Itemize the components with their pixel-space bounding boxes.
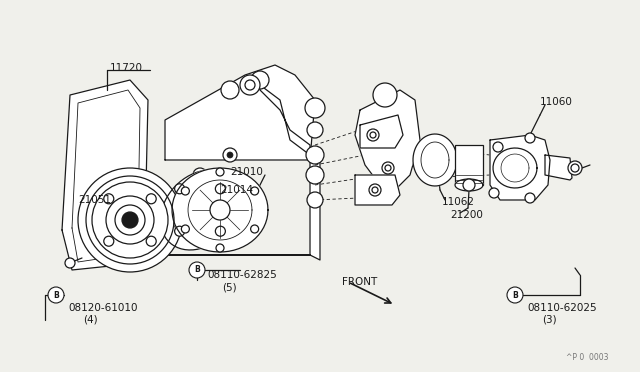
Polygon shape bbox=[493, 148, 537, 188]
Polygon shape bbox=[62, 80, 148, 270]
Circle shape bbox=[106, 196, 154, 244]
Text: 11720: 11720 bbox=[110, 63, 143, 73]
Circle shape bbox=[182, 232, 188, 238]
Circle shape bbox=[197, 172, 203, 178]
Polygon shape bbox=[355, 175, 400, 205]
Polygon shape bbox=[161, 170, 239, 250]
Circle shape bbox=[217, 222, 223, 228]
Circle shape bbox=[463, 179, 475, 191]
Circle shape bbox=[251, 71, 269, 89]
Polygon shape bbox=[545, 155, 572, 180]
Polygon shape bbox=[360, 115, 403, 148]
Circle shape bbox=[216, 244, 224, 252]
Circle shape bbox=[216, 184, 225, 194]
Circle shape bbox=[489, 188, 499, 198]
Circle shape bbox=[210, 200, 230, 220]
Circle shape bbox=[493, 142, 503, 152]
Text: 08120-61010: 08120-61010 bbox=[68, 303, 138, 313]
Circle shape bbox=[104, 236, 114, 246]
Circle shape bbox=[373, 83, 397, 107]
Text: 11062: 11062 bbox=[442, 197, 475, 207]
Circle shape bbox=[181, 225, 189, 233]
Circle shape bbox=[216, 168, 224, 176]
Text: B: B bbox=[194, 266, 200, 275]
Circle shape bbox=[78, 168, 182, 272]
Polygon shape bbox=[165, 85, 320, 260]
Circle shape bbox=[251, 225, 259, 233]
Circle shape bbox=[178, 228, 192, 242]
Polygon shape bbox=[455, 179, 483, 191]
Circle shape bbox=[183, 198, 197, 212]
Text: 21010: 21010 bbox=[230, 167, 263, 177]
Circle shape bbox=[367, 129, 379, 141]
Circle shape bbox=[175, 226, 184, 236]
Circle shape bbox=[189, 262, 205, 278]
Circle shape bbox=[187, 202, 193, 208]
Text: 21051: 21051 bbox=[78, 195, 111, 205]
Circle shape bbox=[216, 226, 225, 236]
Circle shape bbox=[251, 187, 259, 195]
Polygon shape bbox=[355, 90, 420, 190]
Circle shape bbox=[507, 287, 523, 303]
Circle shape bbox=[122, 212, 138, 228]
Circle shape bbox=[175, 184, 184, 194]
Circle shape bbox=[181, 187, 189, 195]
Text: 08110-62825: 08110-62825 bbox=[207, 270, 276, 280]
Circle shape bbox=[65, 258, 75, 268]
Text: ^P 0  0003: ^P 0 0003 bbox=[566, 353, 608, 362]
Circle shape bbox=[240, 75, 260, 95]
Circle shape bbox=[92, 182, 168, 258]
Bar bbox=[455, 145, 483, 185]
Text: 21200: 21200 bbox=[450, 210, 483, 220]
Text: B: B bbox=[512, 291, 518, 299]
Text: 11060: 11060 bbox=[540, 97, 573, 107]
Polygon shape bbox=[172, 168, 268, 252]
Circle shape bbox=[382, 162, 394, 174]
Circle shape bbox=[223, 148, 237, 162]
Circle shape bbox=[193, 168, 207, 182]
Polygon shape bbox=[165, 65, 315, 160]
Circle shape bbox=[227, 152, 233, 158]
Circle shape bbox=[306, 146, 324, 164]
Circle shape bbox=[233, 193, 247, 207]
Text: (4): (4) bbox=[83, 315, 98, 325]
Circle shape bbox=[525, 193, 535, 203]
Circle shape bbox=[307, 192, 323, 208]
Text: 21014: 21014 bbox=[220, 185, 253, 195]
Circle shape bbox=[237, 197, 243, 203]
Circle shape bbox=[568, 161, 582, 175]
Circle shape bbox=[221, 81, 239, 99]
Text: (3): (3) bbox=[542, 315, 557, 325]
Circle shape bbox=[525, 133, 535, 143]
Circle shape bbox=[213, 218, 227, 232]
Text: (5): (5) bbox=[222, 282, 237, 292]
Circle shape bbox=[307, 122, 323, 138]
Circle shape bbox=[48, 287, 64, 303]
Circle shape bbox=[146, 236, 156, 246]
Polygon shape bbox=[490, 135, 550, 200]
Circle shape bbox=[104, 194, 114, 204]
Circle shape bbox=[146, 194, 156, 204]
Text: B: B bbox=[53, 291, 59, 299]
Circle shape bbox=[369, 184, 381, 196]
Circle shape bbox=[306, 166, 324, 184]
Circle shape bbox=[305, 98, 325, 118]
Text: FRONT: FRONT bbox=[342, 277, 377, 287]
Polygon shape bbox=[413, 134, 457, 186]
Text: 08110-62025: 08110-62025 bbox=[527, 303, 596, 313]
